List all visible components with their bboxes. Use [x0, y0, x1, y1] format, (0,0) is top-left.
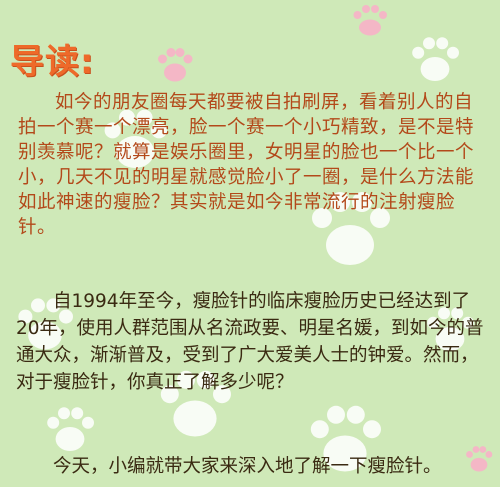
intro-paragraph-3: 今天，小编就带大家来深入地了解一下瘦脸针。 — [53, 456, 442, 477]
paw-print-icon — [427, 307, 474, 351]
paw-print-icon — [310, 405, 381, 472]
paw-print-icon — [104, 109, 167, 168]
paw-print-icon — [158, 48, 193, 82]
paw-print-icon — [353, 5, 387, 36]
paw-print-icon — [47, 407, 94, 451]
paw-print-icon — [412, 37, 459, 81]
paw-print-icon — [312, 192, 390, 265]
intro-paragraph-1: 如今的朋友圈每天都要被自拍刷屏，看着别人的自拍一个赛一个漂亮，脸一个赛一个小巧精… — [18, 92, 475, 238]
intro-paragraph-2: 自1994年至今，瘦脸针的临床瘦脸历史已经达到了20年，使用人群范围从名流政要、… — [16, 291, 484, 393]
paw-print-icon — [466, 446, 493, 472]
page-title: 导读: — [10, 42, 95, 82]
paw-print-icon — [18, 298, 73, 350]
paw-print-icon — [160, 370, 231, 437]
